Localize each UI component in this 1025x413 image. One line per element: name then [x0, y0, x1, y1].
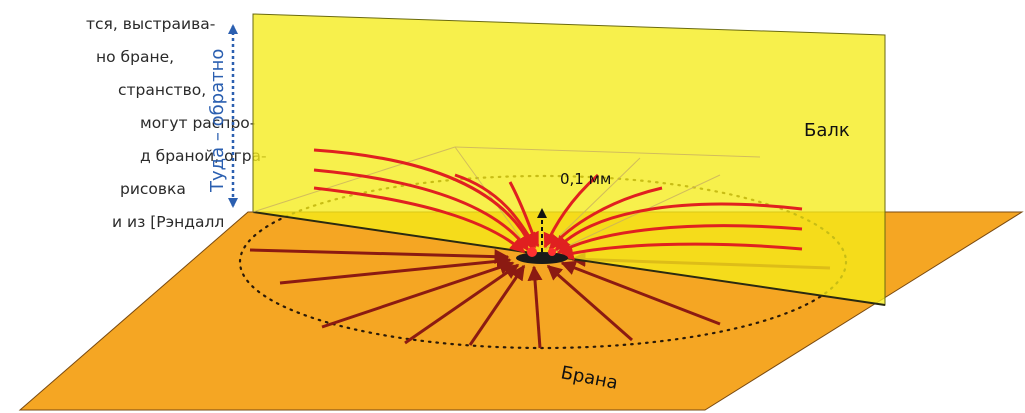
direction-label: Туда – обратно: [207, 49, 228, 193]
caption-line: тся, выстраива-: [86, 15, 216, 33]
caption-line: рисовка: [120, 180, 186, 198]
bulk-label: Балк: [804, 120, 850, 141]
source-particle: [516, 252, 568, 264]
caption-line: могут распро-: [140, 114, 256, 132]
bulk-field-lines: [313, 148, 803, 261]
caption-line: но бране,: [96, 48, 175, 66]
source-glow: [548, 248, 556, 256]
caption-line: д браной, огра-: [140, 147, 267, 165]
distance-label: 0,1 мм: [560, 170, 611, 188]
caption-line: странство,: [118, 81, 207, 99]
caption-text: тся, выстраива- но бране, странство, мог…: [0, 0, 267, 260]
source-glow: [527, 247, 537, 257]
caption-line: и из [Рэндалл: [112, 213, 225, 231]
